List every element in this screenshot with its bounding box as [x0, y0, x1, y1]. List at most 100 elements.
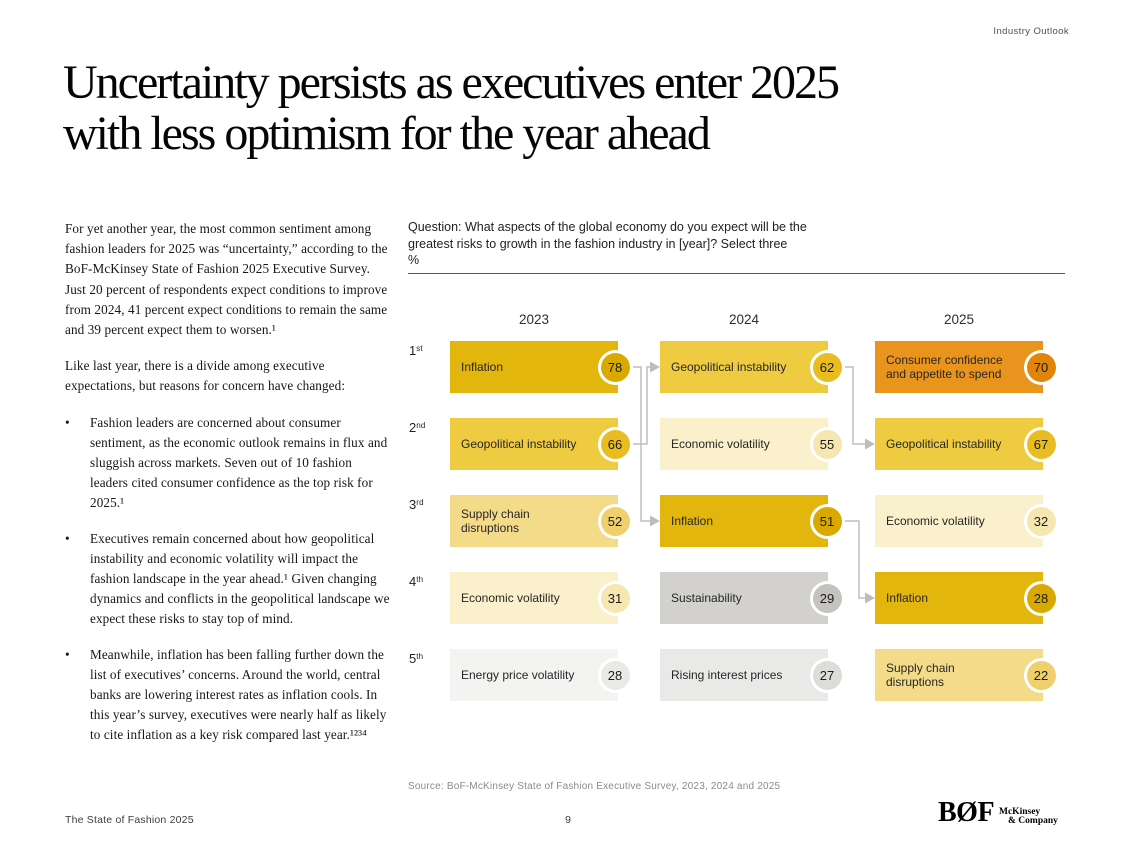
chart-question-line-1: Question: What aspects of the global eco…: [408, 220, 807, 234]
risk-box-2023-rank5: Energy price volatility: [450, 649, 618, 701]
risk-label: Geopolitical instability: [671, 359, 787, 374]
rank-number: 1: [409, 343, 417, 358]
paragraph-2: Like last year, there is a divide among …: [65, 358, 346, 394]
risk-value-circle: 31: [600, 583, 630, 613]
rank-label-2: 2nd: [409, 420, 426, 435]
risk-label: Energy price volatility: [461, 667, 575, 682]
risk-label: Economic volatility: [671, 436, 770, 451]
body-text-column: For yet another year, the most common se…: [65, 219, 391, 761]
risk-value: 27: [819, 667, 835, 683]
source-note: Source: BoF-McKinsey State of Fashion Ex…: [408, 781, 781, 792]
bullet-text-2: Executives remain concerned about how ge…: [90, 530, 390, 627]
mckinsey-logo: McKinsey & Company: [999, 807, 1069, 826]
risk-value-circle: 32: [1026, 506, 1056, 536]
connector-line: [632, 366, 652, 445]
risk-value-circle: 29: [812, 583, 842, 613]
bullet-text-1: Fashion leaders are concerned about cons…: [90, 414, 388, 511]
bof-logo: BØF: [938, 797, 995, 828]
bullet-item-1: • Fashion leaders are concerned about co…: [65, 413, 391, 514]
year-header-2025: 2025: [943, 312, 975, 327]
chart-question-line-2: greatest risks to growth in the fashion …: [408, 236, 788, 251]
rank-number: 5: [409, 651, 417, 666]
bullet-marker: •: [65, 530, 70, 546]
page-title: Uncertainty persists as executives enter…: [63, 56, 840, 160]
rank-suffix: th: [416, 652, 424, 661]
risk-label: Sustainability: [671, 590, 742, 605]
rank-label-5: 5th: [409, 651, 423, 666]
risk-value-circle: 62: [812, 352, 842, 382]
risk-box-2024-rank1: Geopolitical instability: [660, 341, 828, 393]
risk-label: Inflation: [671, 513, 714, 528]
risk-value-circle: 70: [1026, 352, 1056, 382]
risk-label: Supply chain disruptions: [886, 660, 955, 690]
risk-value-circle: 66: [600, 429, 630, 459]
rank-suffix: st: [416, 344, 423, 353]
connector-line: [844, 520, 867, 599]
rank-suffix: rd: [416, 498, 424, 507]
chart-unit-label: %: [408, 253, 420, 267]
risk-value-circle: 22: [1026, 660, 1056, 690]
risk-value: 32: [1033, 513, 1049, 529]
risk-value: 67: [1033, 436, 1049, 452]
risk-box-2023-rank4: Economic volatility: [450, 572, 618, 624]
bullet-marker: •: [65, 414, 70, 430]
connector-arrows: [632, 361, 875, 604]
risk-box-2024-rank3: Inflation: [660, 495, 828, 547]
risk-label: Consumer confidence and appetite to spen…: [886, 352, 1003, 382]
risk-box-2025-rank1: Consumer confidence and appetite to spen…: [875, 341, 1043, 393]
connector-arrowhead-icon: [865, 592, 875, 604]
risk-label: Economic volatility: [886, 513, 985, 528]
risk-value: 51: [819, 513, 835, 529]
risk-box-2025-rank2: Geopolitical instability: [875, 418, 1043, 470]
risk-value-circle: 27: [812, 660, 842, 690]
paragraph-1: For yet another year, the most common se…: [65, 221, 388, 338]
risk-value: 70: [1033, 359, 1049, 375]
chart-canvas: 2023 2024 2025 1st 2nd 3rd 4th 5th Inflation 78 Ge…: [408, 219, 1068, 759]
bullet-text-3: Meanwhile, inflation has been falling fu…: [90, 646, 387, 743]
risk-value-circle: 28: [1026, 583, 1056, 613]
year-header-2023: 2023: [518, 312, 550, 327]
bullet-marker: •: [65, 646, 70, 662]
connector-line: [844, 366, 867, 445]
risk-value: 28: [607, 667, 623, 683]
year-header-2024: 2024: [728, 312, 760, 327]
rank-suffix: th: [416, 575, 424, 584]
risk-box-2025-rank3: Economic volatility: [875, 495, 1043, 547]
risk-value-circle: 55: [812, 429, 842, 459]
risk-label: Supply chain disruptions: [461, 506, 530, 536]
title-line-2: with less optimism for the year ahead: [63, 107, 711, 160]
rank-number: 4: [409, 574, 417, 589]
risk-box-2024-rank2: Economic volatility: [660, 418, 828, 470]
footer-report-title: The State of Fashion 2025: [65, 814, 194, 826]
title-line-1: Uncertainty persists as executives enter…: [63, 56, 840, 109]
risk-label: Geopolitical instability: [886, 436, 1002, 451]
risk-label: Geopolitical instability: [461, 436, 577, 451]
chart-question: Question: What aspects of the global eco…: [408, 219, 1068, 269]
risk-box-2025-rank4: Inflation: [875, 572, 1043, 624]
risk-label: Economic volatility: [461, 590, 560, 605]
mckinsey-logo-line-2: & Company: [1008, 816, 1058, 826]
section-label: Industry Outlook: [993, 26, 1069, 37]
risk-value-circle: 28: [600, 660, 630, 690]
risk-box-2024-rank5: Rising interest prices: [660, 649, 828, 701]
risk-label: Inflation: [461, 359, 504, 374]
risk-box-2023-rank1: Inflation: [450, 341, 618, 393]
rank-suffix: nd: [416, 421, 426, 430]
risk-value: 78: [607, 359, 623, 375]
risk-box-2024-rank4: Sustainability: [660, 572, 828, 624]
risk-value: 52: [607, 513, 623, 529]
rank-label-4: 4th: [409, 574, 423, 589]
mckinsey-logo-line-1: McKinsey: [999, 807, 1041, 817]
page-number: 9: [565, 814, 571, 826]
connector-arrowhead-icon: [650, 515, 660, 527]
risk-value: 66: [607, 436, 623, 452]
risk-value: 28: [1033, 590, 1049, 606]
rank-number: 2: [409, 420, 417, 435]
risk-label: Inflation: [886, 590, 929, 605]
risk-value: 55: [819, 436, 835, 452]
risk-value-circle: 78: [600, 352, 630, 382]
risk-box-2023-rank2: Geopolitical instability: [450, 418, 618, 470]
risk-value-circle: 67: [1026, 429, 1056, 459]
risk-value: 22: [1033, 667, 1049, 683]
